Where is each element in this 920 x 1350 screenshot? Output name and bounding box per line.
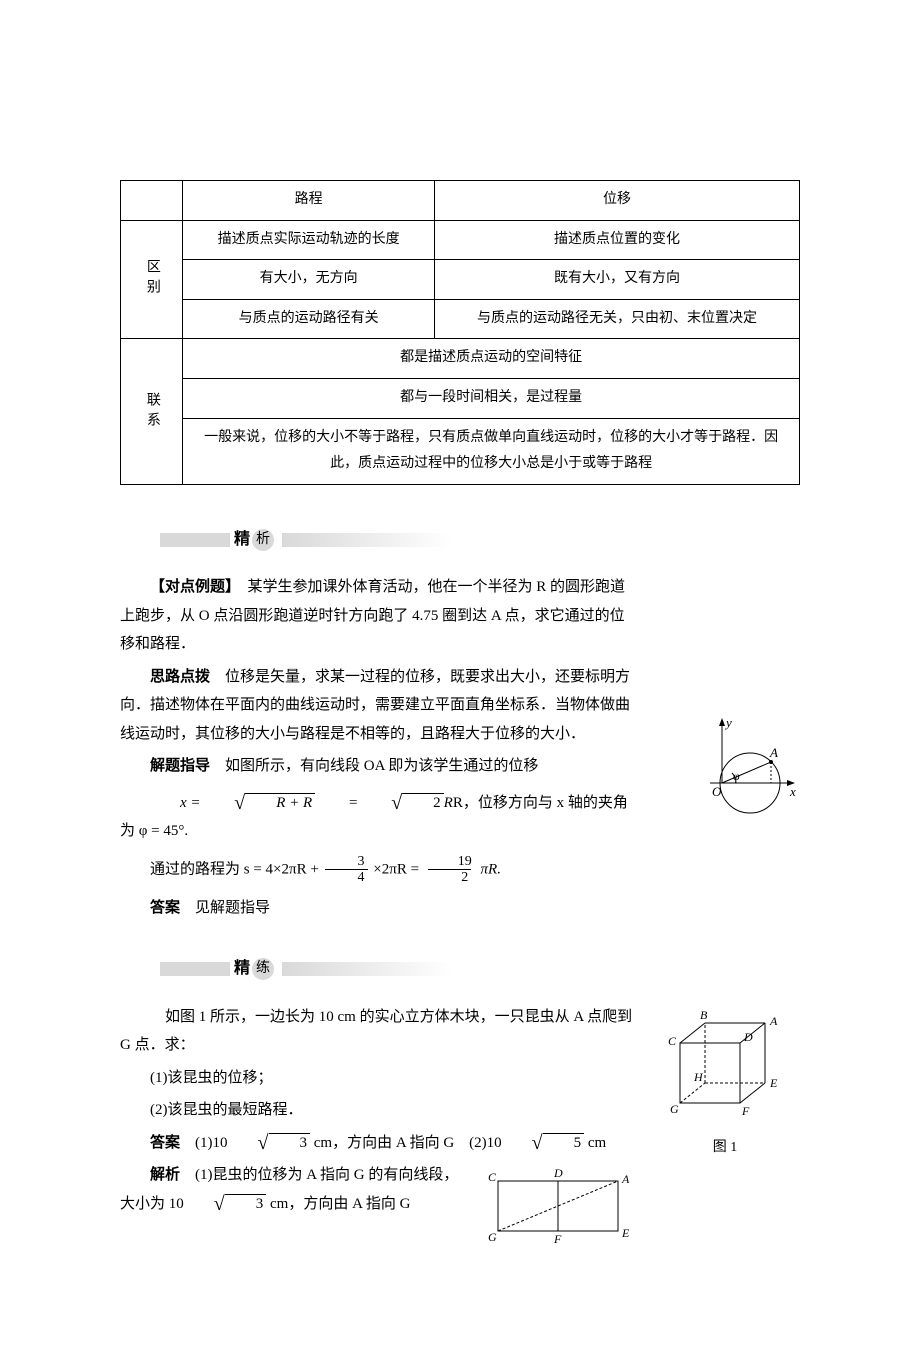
svg-text:A: A bbox=[621, 1172, 630, 1186]
svg-text:y: y bbox=[724, 715, 732, 730]
svg-text:B: B bbox=[700, 1008, 708, 1022]
table-cell: 一般来说，位移的大小不等于路程，只有质点做单向直线运动时，位移的大小才等于路程．… bbox=[183, 418, 800, 484]
eq2-mid: ×2πR = bbox=[373, 861, 423, 877]
frac-den: 2 bbox=[428, 869, 471, 885]
example-problem: 【对点例题】 某学生参加课外体育活动，他在一个半径为 R 的圆形跑道上跑步，从 … bbox=[120, 573, 800, 659]
table-header-displacement: 位移 bbox=[435, 181, 800, 221]
table-cell: 都是描述质点运动的空间特征 bbox=[183, 339, 800, 379]
svg-text:x: x bbox=[789, 784, 796, 799]
svg-text:D: D bbox=[743, 1030, 753, 1044]
answer-label: 答案 bbox=[150, 1135, 180, 1151]
ans2-post: cm bbox=[584, 1135, 606, 1151]
solve-label: 解题指导 bbox=[150, 758, 210, 774]
section-title: 精 bbox=[234, 525, 250, 555]
section-badge: 析 bbox=[252, 529, 274, 551]
answer-line: 答案 见解题指导 bbox=[120, 894, 800, 923]
svg-text:G: G bbox=[670, 1102, 679, 1116]
example-label: 【对点例题】 bbox=[150, 579, 233, 595]
section-header-practice: 精 练 bbox=[160, 954, 800, 984]
eq1-mid: = bbox=[319, 789, 357, 818]
solve-line1-text: 如图所示，有向线段 OA 即为该学生通过的位移 bbox=[210, 758, 538, 774]
table-cell: 与质点的运动路径无关，只由初、末位置决定 bbox=[435, 299, 800, 339]
svg-text:E: E bbox=[621, 1226, 630, 1240]
answer-label: 答案 bbox=[150, 900, 180, 916]
section-title: 精 bbox=[234, 954, 250, 984]
svg-text:H: H bbox=[693, 1070, 704, 1084]
frac-num: 19 bbox=[425, 854, 475, 869]
table-cell: 既有大小，又有方向 bbox=[435, 260, 800, 300]
svg-text:A: A bbox=[769, 1014, 778, 1028]
table-cell: 描述质点位置的变化 bbox=[435, 220, 800, 260]
ans1-post: cm，方向由 A 指向 G (2)10 bbox=[310, 1135, 502, 1151]
eq2-after: πR. bbox=[481, 861, 501, 877]
figure-unfold: C D A G F E bbox=[478, 1161, 638, 1262]
header-bar-icon bbox=[160, 533, 230, 547]
table-header-blank bbox=[121, 181, 183, 221]
section-badge: 练 bbox=[252, 958, 274, 980]
svg-text:F: F bbox=[741, 1104, 750, 1118]
answer-text: 见解题指导 bbox=[180, 900, 270, 916]
svg-text:A: A bbox=[769, 745, 778, 760]
header-bar-icon bbox=[160, 962, 230, 976]
table-rowhead-diff: 区别 bbox=[121, 220, 183, 339]
eq1-sqrt-body: R + R bbox=[245, 793, 315, 812]
ans1-pre: (1)10 bbox=[180, 1135, 228, 1151]
svg-text:E: E bbox=[769, 1076, 778, 1090]
table-cell: 与质点的运动路径有关 bbox=[183, 299, 435, 339]
explain-sqrt: 3 bbox=[225, 1194, 267, 1213]
ans2-sqrt: 5 bbox=[543, 1133, 585, 1152]
svg-text:C: C bbox=[668, 1034, 677, 1048]
ans1-sqrt: 3 bbox=[269, 1133, 311, 1152]
explain-label: 解析 bbox=[150, 1167, 180, 1183]
frac-den: 4 bbox=[325, 869, 368, 885]
svg-text:φ: φ bbox=[733, 769, 740, 783]
frac-num: 3 bbox=[325, 854, 368, 869]
eq1-sqrt2-body: 2 bbox=[402, 793, 444, 812]
header-tail-icon bbox=[282, 533, 452, 547]
table-header-distance: 路程 bbox=[183, 181, 435, 221]
table-rowhead-link: 联系 bbox=[121, 339, 183, 484]
header-tail-icon bbox=[282, 962, 452, 976]
practice-explain: 解析 (1)昆虫的位移为 A 指向 G 的有向线段，大小为 10√3 cm，方向… bbox=[120, 1161, 800, 1218]
figure-caption: 图 1 bbox=[650, 1135, 800, 1162]
explain-post: cm，方向由 A 指向 G bbox=[266, 1196, 410, 1212]
table-cell: 有大小，无方向 bbox=[183, 260, 435, 300]
equation-2: 通过的路程为 s = 4×2πR + 34 ×2πR = 192 πR. bbox=[120, 854, 800, 886]
table-cell: 都与一段时间相关，是过程量 bbox=[183, 378, 800, 418]
comparison-table: 路程 位移 区别 描述质点实际运动轨迹的长度 描述质点位置的变化 有大小，无方向… bbox=[120, 180, 800, 485]
eq2-prefix: 通过的路程为 s = 4×2πR + bbox=[150, 861, 323, 877]
figure-circle: y x O A φ bbox=[650, 713, 800, 854]
svg-text:G: G bbox=[488, 1230, 497, 1244]
figure-cube: A B C D E F G H 图 1 bbox=[650, 1003, 800, 1162]
svg-text:C: C bbox=[488, 1170, 497, 1184]
svg-text:F: F bbox=[553, 1232, 562, 1246]
eq1-prefix: x = bbox=[180, 795, 201, 811]
hint-label: 思路点拨 bbox=[150, 669, 210, 685]
table-cell: 描述质点实际运动轨迹的长度 bbox=[183, 220, 435, 260]
svg-text:O: O bbox=[712, 784, 722, 799]
svg-text:D: D bbox=[553, 1166, 563, 1180]
section-header-analysis: 精 析 bbox=[160, 525, 800, 555]
